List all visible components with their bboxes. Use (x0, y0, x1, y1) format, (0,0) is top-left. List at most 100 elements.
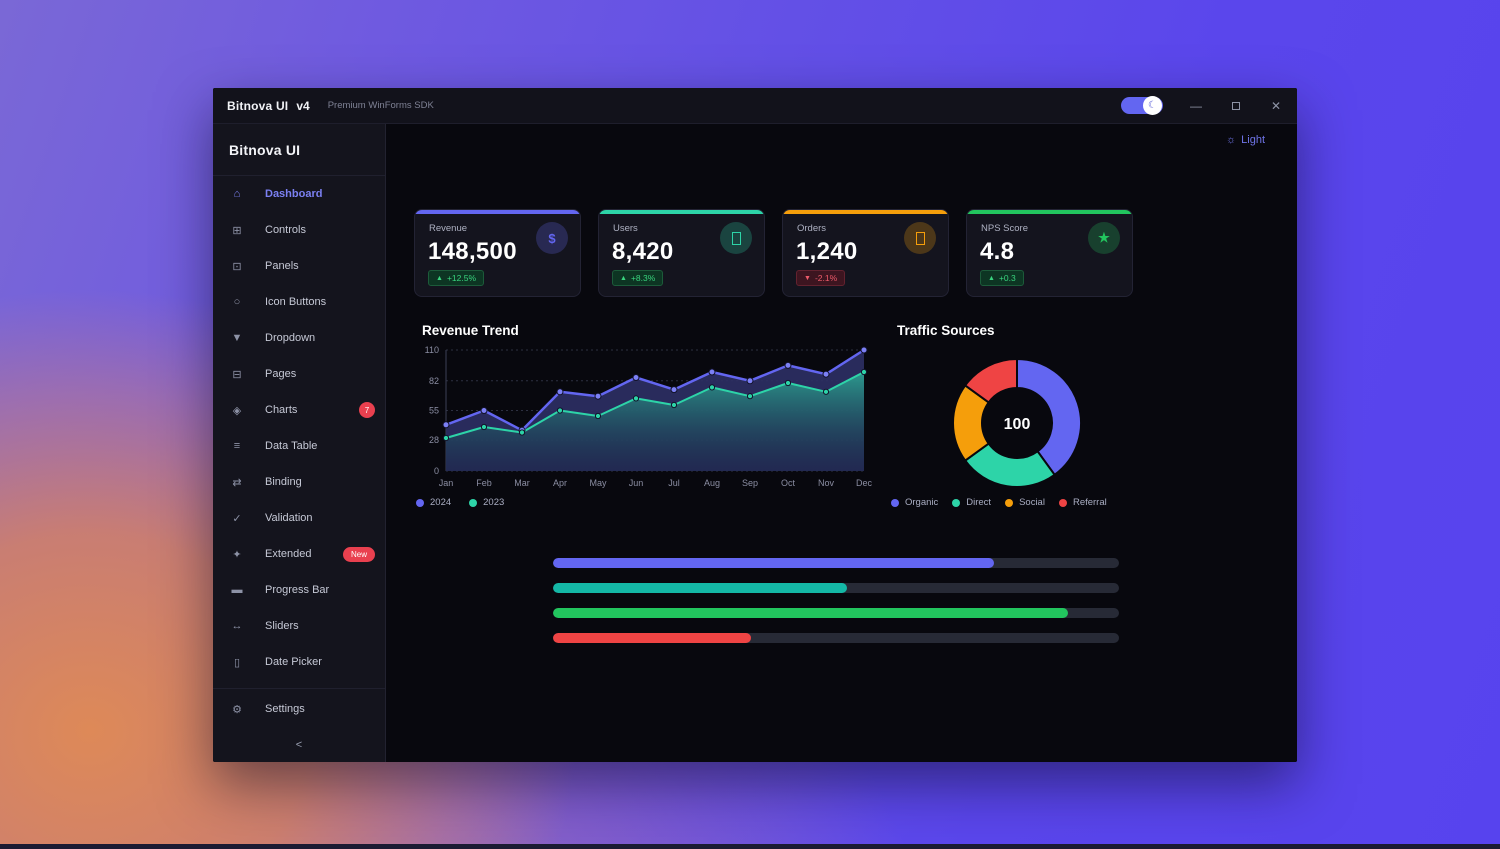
sidebar-item-data-table[interactable]: ≡ Data Table (213, 428, 385, 464)
delta-badge: ▼ -2.1% (796, 270, 846, 286)
slider-icon: ↔ (231, 620, 243, 632)
sidebar-item-dashboard[interactable]: ⌂ Dashboard (213, 176, 385, 212)
grid-icon: ⊞ (232, 224, 242, 237)
donut-chart-title: Traffic Sources (897, 323, 995, 338)
progress-bar-fill (553, 633, 752, 643)
svg-text:Jan: Jan (439, 478, 454, 488)
card-label: Users (613, 223, 638, 234)
app-version: v4 (296, 98, 310, 113)
svg-text:Dec: Dec (856, 478, 873, 488)
sidebar-item-label: Date Picker (265, 656, 322, 668)
svg-text:82: 82 (429, 376, 439, 386)
sidebar-item-label: Settings (265, 703, 305, 715)
app-window: Bitnova UI v4 Premium WinForms SDK ☾ — ✕… (213, 88, 1297, 762)
trend-arrow-icon: ▼ (804, 274, 811, 282)
svg-text:Mar: Mar (514, 478, 530, 488)
circle-icon: ○ (233, 296, 241, 308)
progress-bar-track (553, 608, 1119, 618)
stat-card-users: Users 8,420 ▲ +8.3% (598, 209, 765, 297)
stat-card-nps: NPS Score 4.8 ★ ▲ +0.3 (966, 209, 1133, 297)
sidebar-item-icon-buttons[interactable]: ○ Icon Buttons (213, 284, 385, 320)
card-accent-bar (415, 210, 580, 214)
sidebar-item-controls[interactable]: ⊞ Controls (213, 212, 385, 248)
sidebar-item-badge: 7 (359, 402, 375, 418)
svg-text:110: 110 (425, 345, 439, 355)
progress-bar-track (553, 583, 1119, 593)
card-accent-bar (783, 210, 948, 214)
svg-text:0: 0 (434, 466, 439, 476)
main-content: ☼ Light Revenue 148,500 $ ▲ +12.5% Users … (386, 124, 1297, 762)
stat-card-revenue: Revenue 148,500 $ ▲ +12.5% (414, 209, 581, 297)
legend-dot-icon (1058, 498, 1067, 507)
legend-item: 2023 (469, 497, 504, 508)
sun-icon: ☼ (1226, 134, 1237, 146)
sidebar-collapse-button[interactable]: < (295, 739, 303, 751)
legend-item: Organic (891, 497, 938, 508)
progress-bar-fill (553, 608, 1069, 618)
check-icon: ✓ (232, 512, 242, 525)
sidebar-item-label: Icon Buttons (265, 296, 327, 308)
minimize-button[interactable]: — (1190, 98, 1202, 113)
panel-icon: ⊡ (232, 260, 242, 273)
card-label: Revenue (429, 223, 468, 234)
sidebar-item-pages[interactable]: ⊟ Pages (213, 356, 385, 392)
sidebar-item-settings[interactable]: ⚙ Settings (213, 691, 385, 727)
sidebar-item-validation[interactable]: ✓ Validation (213, 500, 385, 536)
stat-card-orders: Orders 1,240 ▼ -2.1% (782, 209, 949, 297)
card-label: Orders (797, 223, 827, 234)
delta-badge: ▲ +0.3 (980, 270, 1024, 286)
dropdown-icon: ▼ (231, 332, 243, 344)
trend-arrow-icon: ▲ (620, 274, 627, 282)
legend-dot-icon (1005, 498, 1014, 507)
sparkle-icon: ✦ (232, 548, 242, 561)
maximize-icon (1232, 101, 1240, 110)
legend-item: Social (1005, 497, 1045, 508)
light-mode-button[interactable]: ☼ Light (1226, 134, 1265, 146)
sidebar-brand: Bitnova UI (229, 141, 301, 158)
charts-icon: ◈ (232, 404, 242, 417)
maximize-button[interactable] (1229, 99, 1243, 113)
sidebar-item-extended[interactable]: ✦ Extended New (213, 536, 385, 572)
trend-arrow-icon: ▲ (988, 274, 995, 282)
sidebar-item-progress-bar[interactable]: ▬ Progress Bar (213, 572, 385, 608)
sidebar-item-dropdown[interactable]: ▼ Dropdown (213, 320, 385, 356)
sidebar-item-label: Controls (265, 224, 306, 236)
progress-bar-track (553, 558, 1119, 568)
sidebar-item-label: Progress Bar (265, 584, 330, 596)
svg-text:28: 28 (429, 435, 439, 445)
delta-badge: ▲ +12.5% (428, 270, 485, 286)
legend-dot-icon (952, 498, 961, 507)
card-accent-bar (599, 210, 764, 214)
pages-icon: ⊟ (232, 368, 242, 381)
theme-toggle[interactable]: ☾ (1121, 96, 1163, 115)
trend-arrow-icon: ▲ (436, 274, 443, 282)
svg-text:Jul: Jul (668, 478, 680, 488)
delta-badge: ▲ +8.3% (612, 270, 664, 286)
card-label: NPS Score (981, 223, 1028, 234)
line-chart-title: Revenue Trend (422, 323, 519, 338)
list-icon: ≡ (233, 440, 241, 452)
app-subtitle: Premium WinForms SDK (327, 100, 434, 111)
home-icon: ⌂ (233, 188, 241, 200)
sidebar-item-charts[interactable]: ◈ Charts 7 (213, 392, 385, 428)
star-icon: ★ (1088, 222, 1120, 254)
light-mode-label: Light (1241, 134, 1265, 146)
sidebar-item-date-picker[interactable]: ▯ Date Picker (213, 644, 385, 680)
legend-dot-icon (469, 498, 478, 507)
svg-text:May: May (589, 478, 607, 488)
svg-text:Feb: Feb (476, 478, 492, 488)
close-button[interactable]: ✕ (1270, 98, 1282, 113)
legend-dot-icon (416, 498, 424, 507)
wallpaper-bottom-strip (0, 844, 1500, 849)
sidebar-footer: ⚙ Settings < (213, 688, 385, 751)
card-value: 148,500 (428, 238, 517, 265)
sidebar-item-sliders[interactable]: ↔ Sliders (213, 608, 385, 644)
sidebar-item-panels[interactable]: ⊡ Panels (213, 248, 385, 284)
svg-text:Aug: Aug (704, 478, 720, 488)
sidebar-item-label: Validation (265, 512, 313, 524)
swap-icon: ⇄ (232, 476, 242, 489)
sidebar-item-binding[interactable]: ⇄ Binding (213, 464, 385, 500)
progress-icon: ▬ (231, 584, 243, 596)
donut-chart-legend: Organic Direct Social Referral (891, 497, 1107, 508)
